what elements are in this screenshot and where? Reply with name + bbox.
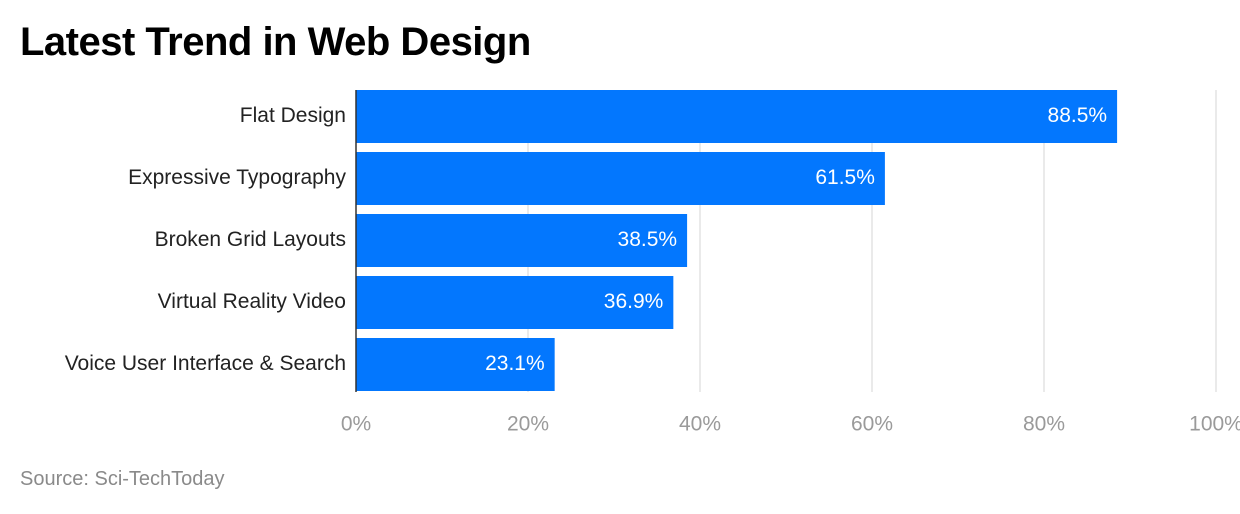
source-note: Source: Sci-TechToday (20, 468, 225, 490)
category-label: Flat Design (240, 104, 346, 127)
bar (356, 214, 688, 267)
category-label: Expressive Typography (128, 166, 346, 189)
category-label: Voice User Interface & Search (65, 352, 346, 375)
bar-value-label: 38.5% (618, 228, 678, 251)
x-axis-ticks: 0% 20% 40% 60% 80% 100% (341, 413, 1240, 436)
bar-value-label: 88.5% (1048, 104, 1108, 127)
x-tick-label: 100% (1189, 413, 1240, 436)
chart-title: Latest Trend in Web Design (20, 20, 531, 64)
bar-value-label: 61.5% (815, 166, 875, 189)
x-tick-label: 0% (341, 413, 371, 436)
bars: 88.5% 61.5% 38.5% 36.9% 23.1% (356, 90, 1118, 391)
bar (356, 338, 555, 391)
x-tick-label: 60% (851, 413, 893, 436)
bar (356, 276, 674, 329)
x-tick-label: 80% (1023, 413, 1065, 436)
x-tick-label: 40% (679, 413, 721, 436)
category-labels: Flat Design Expressive Typography Broken G… (65, 104, 347, 375)
category-label: Broken Grid Layouts (155, 228, 346, 251)
bar (356, 152, 885, 205)
x-tick-label: 20% (507, 413, 549, 436)
category-label: Virtual Reality Video (158, 290, 346, 313)
bar (356, 90, 1118, 143)
bar-value-label: 23.1% (485, 352, 545, 375)
bar-value-label: 36.9% (604, 290, 664, 313)
